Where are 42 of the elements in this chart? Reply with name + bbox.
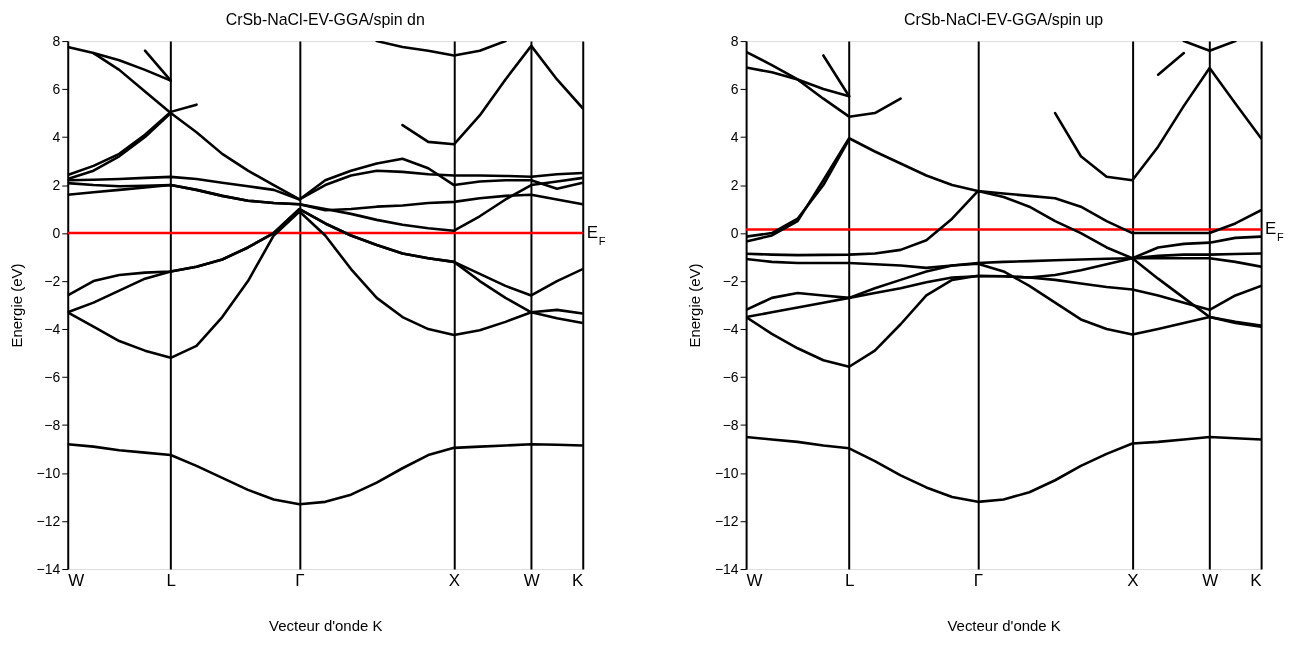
y-tick-label: 4 (52, 128, 61, 145)
x-tick-label: K (571, 571, 584, 591)
y-tick-label: 6 (730, 80, 739, 97)
chart-title: CrSb-NaCl-EV-GGA/spin dn (225, 11, 425, 29)
y-axis-title: Energie (eV) (686, 263, 704, 348)
y-tick-label: −12 (714, 512, 739, 529)
y-tick-label: 2 (52, 176, 61, 193)
x-tick-label: W (523, 571, 540, 591)
x-tick-label: L (166, 571, 176, 591)
x-tick-label: X (1127, 571, 1139, 591)
y-tick-label: 8 (730, 32, 739, 49)
chart-title: CrSb-NaCl-EV-GGA/spin up (904, 11, 1104, 29)
x-tick-label: K (1250, 571, 1263, 591)
y-tick-label: −10 (714, 464, 739, 481)
x-tick-label: W (1202, 571, 1219, 591)
y-tick-label: −12 (36, 512, 61, 529)
y-tick-label: 2 (730, 176, 739, 193)
y-tick-label: −4 (44, 320, 61, 337)
y-tick-label: −10 (36, 464, 61, 481)
y-tick-label: −8 (722, 416, 739, 433)
x-tick-label: Γ (295, 571, 305, 591)
x-tick-label: W (746, 571, 763, 591)
y-tick-label: −6 (722, 368, 739, 385)
x-tick-label: X (448, 571, 461, 591)
x-axis-title: Vecteur d'onde K (269, 617, 383, 635)
y-tick-label: 6 (52, 80, 61, 97)
y-tick-label: −14 (36, 560, 61, 577)
y-axis-title: Energie (eV) (7, 263, 25, 348)
y-tick-label: 4 (730, 128, 739, 145)
y-tick-label: −14 (714, 560, 739, 577)
y-tick-label: 8 (52, 32, 61, 49)
y-tick-label: −4 (722, 320, 739, 337)
y-tick-label: −8 (44, 416, 61, 433)
y-tick-label: −6 (44, 368, 61, 385)
x-axis-title: Vecteur d'onde K (947, 617, 1061, 635)
x-tick-label: Γ (973, 571, 984, 591)
x-tick-label: W (68, 571, 85, 591)
x-tick-label: L (844, 571, 855, 591)
y-tick-label: −2 (722, 272, 739, 289)
y-tick-label: −2 (44, 272, 61, 289)
y-tick-label: 0 (730, 224, 739, 241)
y-tick-label: 0 (52, 224, 61, 241)
